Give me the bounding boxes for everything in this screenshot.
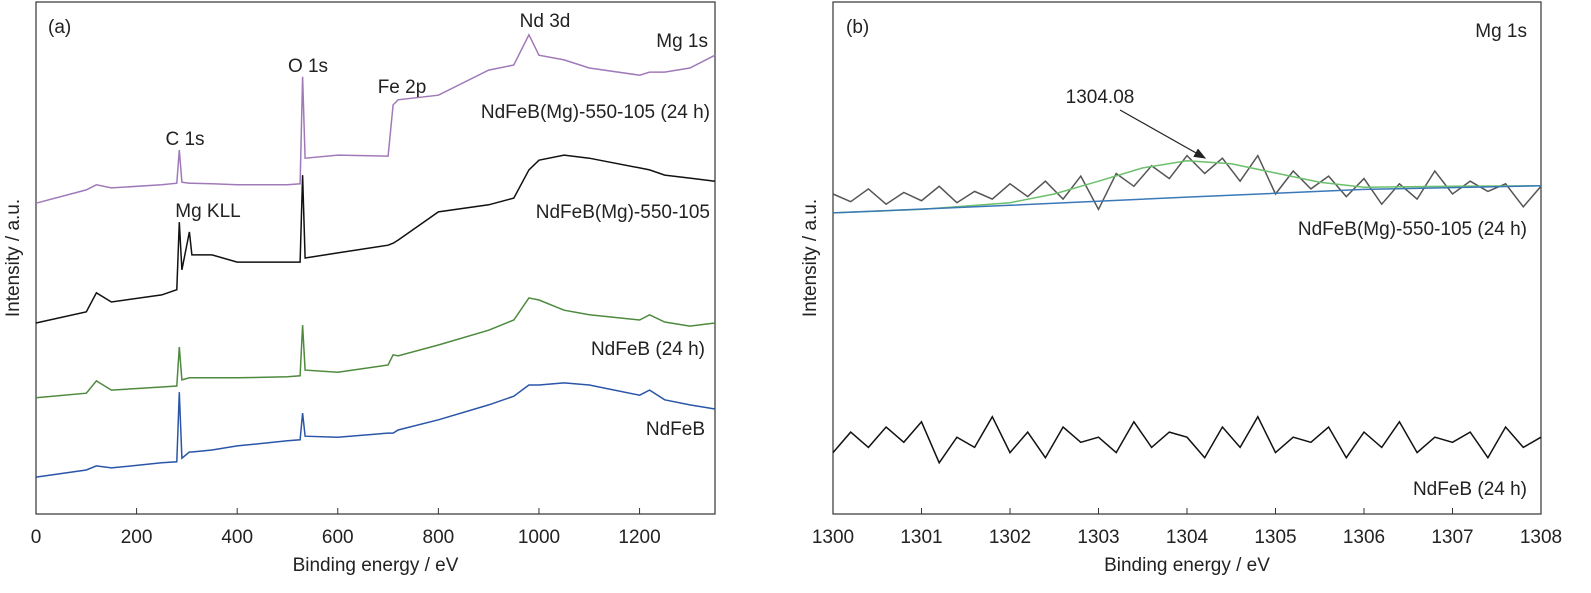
y-axis-label: Intensity / a.u. [3,199,24,317]
spectrum-line [35,382,716,478]
x-tick-label: 1306 [1343,527,1385,548]
x-tick-label: 1307 [1431,527,1473,548]
spectrum-line [35,297,716,399]
annotation: (a) [48,17,71,38]
x-tick-label: 800 [423,527,455,548]
x-tick-label: 400 [221,527,253,548]
x-tick-label: 1303 [1077,527,1119,548]
x-tick-label: 1304 [1166,527,1209,548]
spectrum-line [35,154,716,324]
x-axis-label: Binding energy / eV [293,555,459,576]
annotation: Fe 2p [378,77,427,98]
series-label: NdFeB (24 h) [1413,479,1527,500]
spectrum-line [832,154,1542,212]
x-tick-label: 1308 [1520,527,1562,548]
annotation: 1304.08 [1066,87,1135,108]
annotation: C 1s [165,129,204,150]
annotation: (b) [846,17,869,38]
series-label: NdFeB(Mg)-550-105 (24 h) [481,102,710,123]
y-axis-label: Intensity / a.u. [800,199,821,317]
spectrum-line [832,159,1542,214]
series-label: NdFeB(Mg)-550-105 (24 h) [1298,219,1527,240]
spectrum-line [35,33,716,204]
annotation: Mg 1s [1475,21,1527,42]
x-tick-label: 200 [121,527,153,548]
annotation: Nd 3d [520,11,571,32]
annotation: Mg 1s [656,31,708,52]
spectrum-line [832,185,1542,214]
series-label: NdFeB(Mg)-550-105 [536,202,710,223]
x-tick-label: 600 [322,527,354,548]
x-tick-label: 1000 [518,527,560,548]
series-label: NdFeB (24 h) [591,339,705,360]
series-label: NdFeB [646,419,705,440]
plot-frame [35,1,716,515]
x-axis-label: Binding energy / eV [1104,555,1270,576]
x-tick-label: 1305 [1254,527,1296,548]
x-tick-label: 1300 [812,527,854,548]
annotation-arrow [1119,109,1207,159]
x-tick-label: 0 [31,527,42,548]
spectrum-line [832,415,1542,465]
x-tick-label: 1200 [618,527,660,548]
x-tick-label: 1301 [900,527,942,548]
x-tick-label: 1302 [989,527,1031,548]
annotation: Mg KLL [175,201,240,222]
annotation: O 1s [288,56,328,77]
